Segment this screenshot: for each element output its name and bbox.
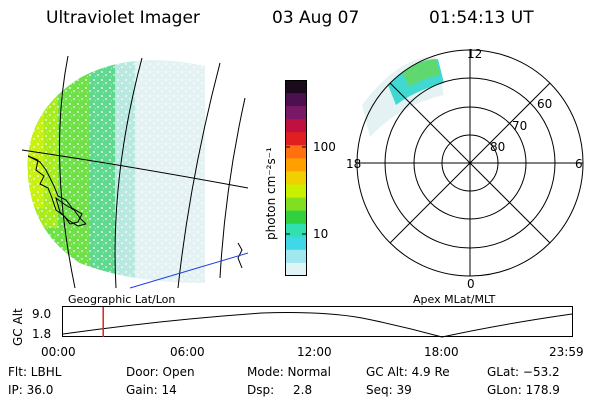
status-dsp-label: Dsp: (247, 383, 275, 397)
colorbar-band (285, 93, 307, 107)
lat-label-60: 60 (537, 97, 553, 111)
colorbar-band (285, 145, 307, 159)
mlt-label-6: 6 (575, 157, 583, 171)
status-glat: GLat: −53.2 (487, 365, 560, 379)
colorbar-band (285, 262, 307, 276)
colorbar-band (285, 210, 307, 225)
polar-grid (356, 49, 584, 277)
colorbar-band (285, 80, 307, 94)
status-glon: GLon: 178.9 (487, 383, 560, 397)
coastlines (27, 155, 243, 269)
colorbar-band (285, 171, 307, 186)
geo-caption: Geographic Lat/Lon (68, 293, 176, 306)
mlt-label-18: 18 (346, 157, 362, 171)
x-tick-2359: 23:59 (549, 345, 584, 359)
timeline-y-min: 1.8 (32, 327, 52, 341)
polar-caption: Apex MLat/MLT (413, 293, 496, 306)
status-mode: Mode: Normal (247, 365, 331, 379)
colorbar-tick-10: 10 (313, 227, 329, 241)
mlt-label-0: 0 (467, 277, 475, 291)
time-label: 01:54:13 UT (429, 8, 534, 28)
color-bar (285, 80, 307, 276)
colorbar-band (285, 119, 307, 133)
colorbar-band (285, 132, 307, 146)
x-tick-0000: 00:00 (41, 345, 76, 359)
colorbar-band (285, 223, 307, 238)
colorbar-band (285, 236, 307, 251)
colorbar-label: photon cm⁻²s⁻¹ (264, 147, 278, 240)
polar-plot (356, 49, 584, 277)
terminator-line (129, 252, 249, 289)
colorbar-band (285, 197, 307, 212)
x-tick-1200: 12:00 (297, 345, 332, 359)
status-ip: IP: 36.0 (8, 383, 54, 397)
timeline-y-label: GC Alt (11, 308, 25, 346)
x-tick-0600: 06:00 (170, 345, 205, 359)
colorbar-tick-100: 100 (313, 140, 336, 154)
date-label: 03 Aug 07 (272, 8, 360, 28)
colorbar-band (285, 184, 307, 199)
colorbar-band (285, 249, 307, 264)
mlt-label-12: 12 (467, 47, 483, 61)
colorbar-band (285, 158, 307, 172)
x-tick-1800: 18:00 (424, 345, 459, 359)
status-flt: Flt: LBHL (8, 365, 62, 379)
lat-label-80: 80 (490, 140, 506, 154)
altitude-curve (62, 312, 573, 338)
timeline-plot (62, 306, 573, 338)
polar-emission (362, 56, 444, 137)
status-gain: Gain: 14 (126, 383, 177, 397)
status-dsp-value: 2.8 (293, 383, 313, 397)
status-door: Door: Open (126, 365, 195, 379)
instrument-title: Ultraviolet Imager (46, 8, 200, 28)
geographic-image (21, 55, 249, 289)
colorbar-band (285, 106, 307, 120)
lat-label-70: 70 (512, 119, 528, 133)
status-seq: Seq: 39 (366, 383, 412, 397)
timeline-y-max: 9.0 (32, 307, 52, 321)
status-gc-alt: GC Alt: 4.9 Re (366, 365, 450, 379)
geo-grid (21, 55, 249, 289)
